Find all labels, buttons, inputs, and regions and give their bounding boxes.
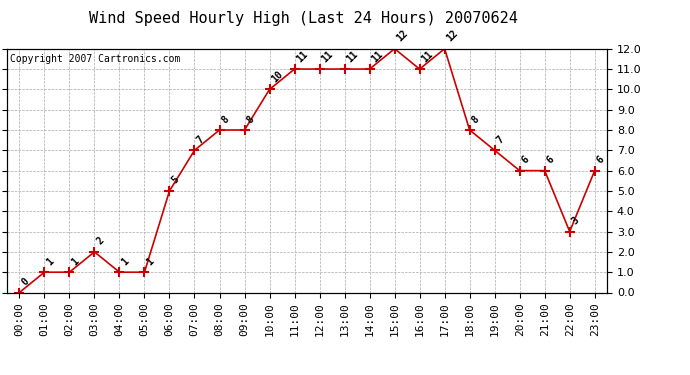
Text: Copyright 2007 Cartronics.com: Copyright 2007 Cartronics.com bbox=[10, 54, 180, 64]
Text: Wind Speed Hourly High (Last 24 Hours) 20070624: Wind Speed Hourly High (Last 24 Hours) 2… bbox=[89, 11, 518, 26]
Text: 8: 8 bbox=[219, 114, 230, 125]
Text: 0: 0 bbox=[19, 276, 30, 287]
Text: 1: 1 bbox=[70, 256, 81, 267]
Text: 11: 11 bbox=[370, 49, 385, 64]
Text: 6: 6 bbox=[595, 154, 606, 165]
Text: 1: 1 bbox=[119, 256, 130, 267]
Text: 6: 6 bbox=[544, 154, 556, 165]
Text: 1: 1 bbox=[44, 256, 56, 267]
Text: 5: 5 bbox=[170, 175, 181, 186]
Text: 7: 7 bbox=[495, 134, 506, 145]
Text: 7: 7 bbox=[195, 134, 206, 145]
Text: 8: 8 bbox=[470, 114, 481, 125]
Text: 8: 8 bbox=[244, 114, 256, 125]
Text: 3: 3 bbox=[570, 215, 581, 226]
Text: 12: 12 bbox=[395, 28, 410, 44]
Text: 6: 6 bbox=[520, 154, 531, 165]
Text: 10: 10 bbox=[270, 69, 285, 84]
Text: 1: 1 bbox=[144, 256, 156, 267]
Text: 12: 12 bbox=[444, 28, 460, 44]
Text: 11: 11 bbox=[319, 49, 335, 64]
Text: 2: 2 bbox=[95, 236, 106, 247]
Text: 11: 11 bbox=[295, 49, 310, 64]
Text: 11: 11 bbox=[344, 49, 360, 64]
Text: 11: 11 bbox=[420, 49, 435, 64]
